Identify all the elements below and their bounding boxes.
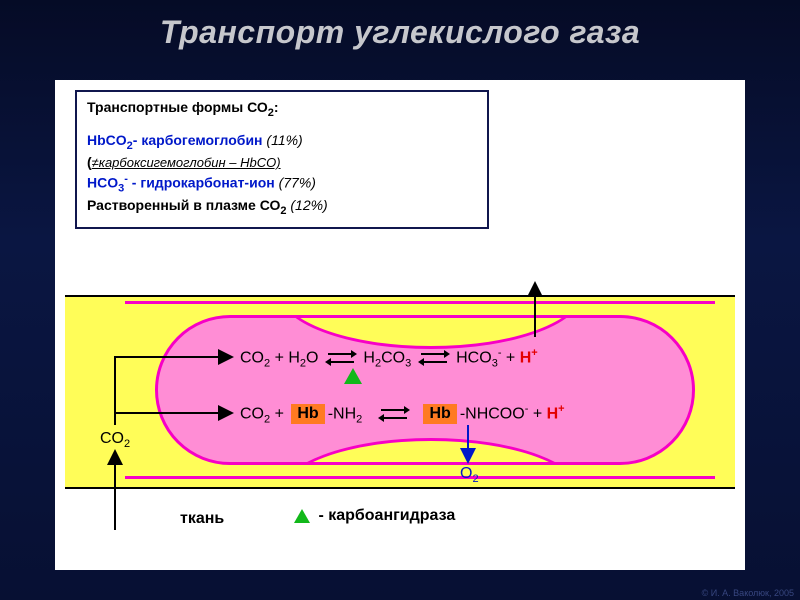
equation-1: CO2 + H2O H2CO3 HCO3- + H+ [240, 347, 538, 370]
triangle-icon [344, 368, 362, 384]
bite-top [278, 315, 584, 349]
e1-hco3: 3 [492, 358, 498, 370]
co2-t: CO [100, 430, 124, 447]
e1-co3a: CO [381, 349, 405, 366]
hb-box-1: Hb [291, 404, 324, 424]
rxn-arrow-icon [419, 351, 449, 365]
o2-s: 2 [472, 473, 478, 485]
hco3-a: HCO [87, 175, 118, 191]
rxn-arrow-icon [326, 351, 356, 365]
ne-text: ≠карбоксигемоглобин – HbCO) [92, 155, 281, 170]
e2-nh2s: 2 [356, 414, 362, 426]
box-heading: Транспортные формы СО2: [87, 98, 477, 121]
hbco2-b: - карбогемоглобин [133, 132, 267, 148]
e1-hplus: H [520, 349, 532, 366]
line-hbco2: HbCO2- карбогемоглобин (11%) [87, 131, 477, 154]
e2-h: H [547, 405, 559, 422]
hb-box-2: Hb [423, 404, 456, 424]
e2-nh2: -NH [328, 405, 356, 422]
transport-forms-box: Транспортные формы СО2: HbCO2- карбогемо… [75, 90, 489, 229]
e2-hsup: + [558, 403, 564, 415]
content-panel: Транспортные формы СО2: HbCO2- карбогемо… [55, 80, 745, 570]
triangle-ca [340, 367, 366, 385]
hco3-pct: (77%) [279, 175, 316, 191]
erythrocyte [155, 315, 695, 465]
rxn-arrow-icon [379, 407, 409, 421]
e1-hco: HCO [456, 349, 492, 366]
o2-t: O [460, 465, 472, 482]
tissue-label: ткань [180, 510, 224, 528]
slide-title: Транспорт углекислого газа [0, 0, 800, 51]
equation-2: CO2 + Hb-NH2 Hb-NHCOO- + H+ [240, 403, 565, 426]
e2-co: CO [240, 405, 264, 422]
e1-hpsup: + [531, 347, 537, 359]
line-hco3: HCO3- - гидрокарбонат-ион (77%) [87, 172, 477, 196]
line-plasma: Растворенный в плазме СО2 (12%) [87, 196, 477, 219]
slide: Транспорт углекислого газа Транспортные … [0, 0, 800, 600]
diagram: CO2 + H2O H2CO3 HCO3- + H+ CO2 + Hb-NH2 … [65, 275, 735, 565]
plasma-a: Растворенный в плазме СО [87, 197, 280, 213]
bite-bottom [278, 438, 584, 465]
e1-h: H [363, 349, 375, 366]
e1-o: O [306, 349, 318, 366]
hbco2-a: HbCO [87, 132, 127, 148]
e2-rest: -NHCOO [460, 405, 525, 422]
copyright: © И. А. Ваколюк, 2005 [702, 588, 794, 598]
e1-plus2: + [501, 349, 519, 366]
hco3-b: - гидрокарбонат-ион [128, 175, 279, 191]
triangle-icon [294, 509, 310, 523]
hbco2-pct: (11%) [266, 132, 302, 148]
co2-label: CO2 [100, 430, 130, 450]
o2-label: O2 [460, 465, 479, 485]
line-hbco-note: (≠карбоксигемоглобин – HbCO) [87, 153, 477, 172]
e2-plus: + [270, 405, 288, 422]
e1-co3b: 3 [405, 358, 411, 370]
plasma-pct: (12%) [286, 197, 327, 213]
colon: : [274, 99, 279, 115]
carboanhydrase-legend: - карбоангидраза [290, 507, 455, 525]
co2-s: 2 [124, 438, 130, 450]
e1-co: CO [240, 349, 264, 366]
carbo-text: - карбоангидраза [314, 507, 455, 524]
box-heading-text: Транспортные формы СО [87, 99, 268, 115]
e1-plus: + H [270, 349, 300, 366]
e2-plus2: + [528, 405, 546, 422]
